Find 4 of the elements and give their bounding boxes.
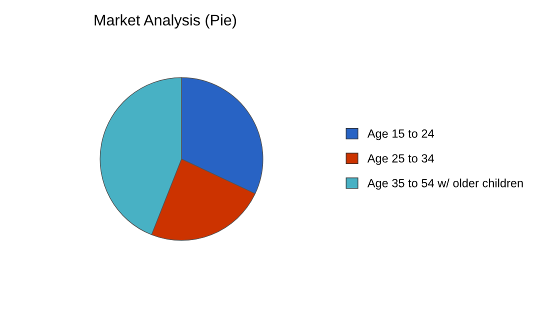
legend-label: Age 15 to 24	[367, 129, 434, 140]
legend-label: Age 25 to 34	[367, 154, 434, 165]
legend-label: Age 35 to 54 w/ older children	[367, 178, 523, 190]
chart-title: Market Analysis (Pie)	[94, 14, 236, 29]
